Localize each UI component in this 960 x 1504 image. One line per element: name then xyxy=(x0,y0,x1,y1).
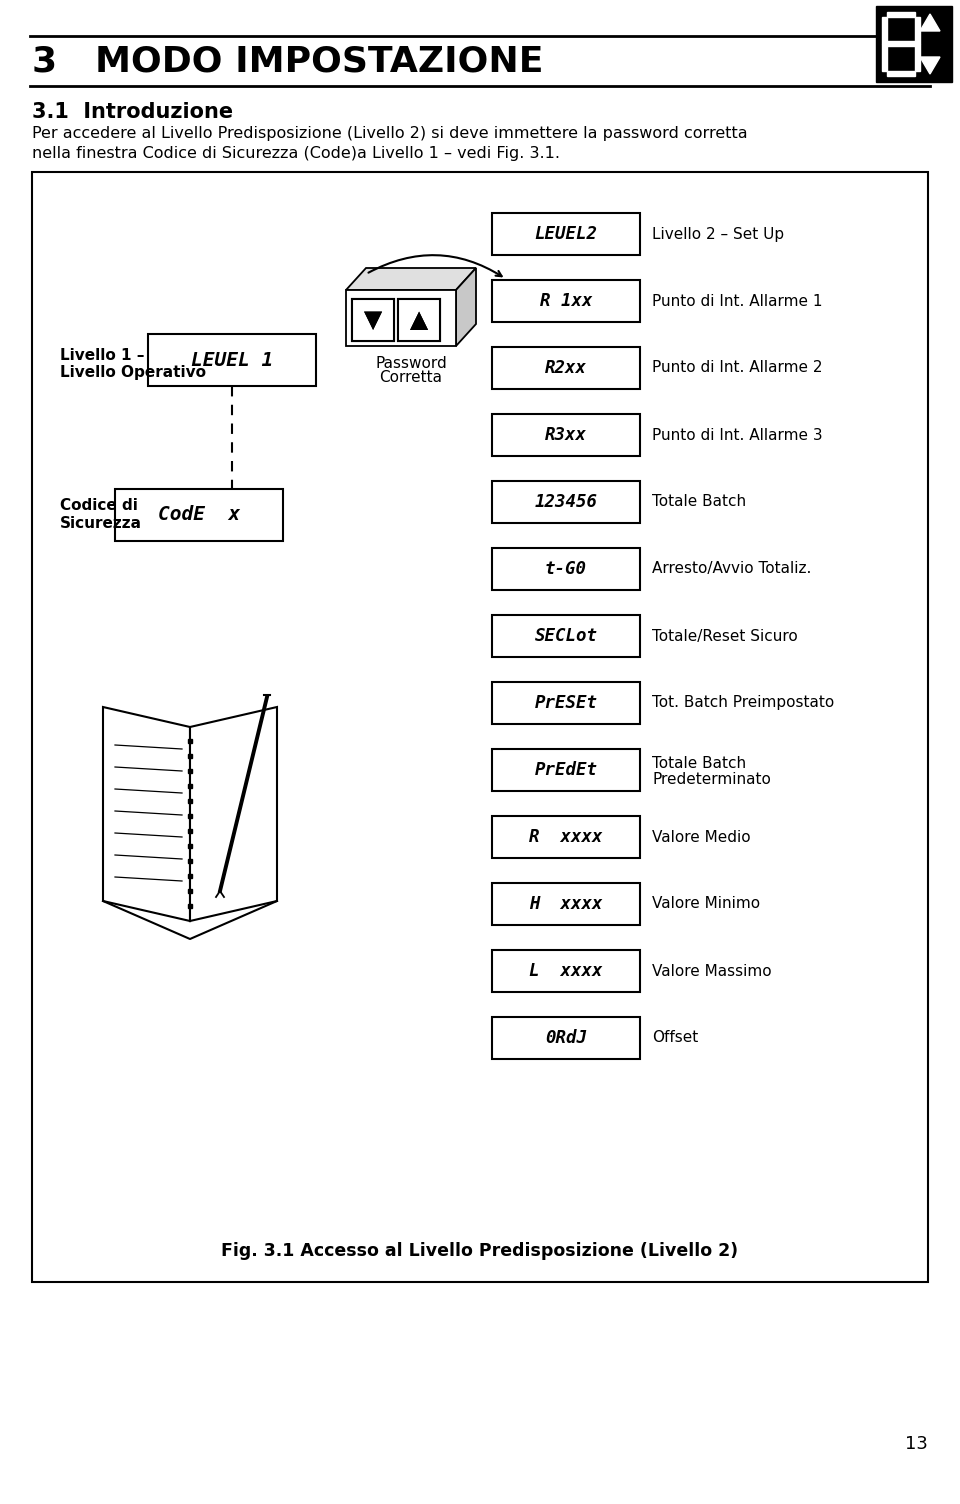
Bar xyxy=(398,299,440,341)
Text: LEUEL 1: LEUEL 1 xyxy=(191,350,274,370)
Text: Arresto/Avvio Totaliz.: Arresto/Avvio Totaliz. xyxy=(652,561,811,576)
Bar xyxy=(492,883,640,925)
Text: Valore Massimo: Valore Massimo xyxy=(652,964,772,979)
Text: R  xxxx: R xxxx xyxy=(529,829,603,845)
Text: Corretta: Corretta xyxy=(379,370,443,385)
Bar xyxy=(492,481,640,523)
Text: Valore Minimo: Valore Minimo xyxy=(652,896,760,911)
Text: SECLot: SECLot xyxy=(535,627,597,645)
Text: LEUEL2: LEUEL2 xyxy=(535,226,597,244)
Text: Punto di Int. Allarme 2: Punto di Int. Allarme 2 xyxy=(652,361,823,376)
Polygon shape xyxy=(920,14,940,32)
Bar xyxy=(492,414,640,456)
Text: PrEdEt: PrEdEt xyxy=(535,761,597,779)
Text: Tot. Batch Preimpostato: Tot. Batch Preimpostato xyxy=(652,695,834,710)
Bar xyxy=(492,280,640,322)
Polygon shape xyxy=(346,268,476,290)
Text: Per accedere al Livello Predisposizione (Livello 2) si deve immettere la passwor: Per accedere al Livello Predisposizione … xyxy=(32,126,748,141)
Polygon shape xyxy=(456,268,476,346)
Bar xyxy=(882,17,887,44)
Bar xyxy=(492,214,640,256)
Bar xyxy=(352,299,394,341)
Text: Totale/Reset Sicuro: Totale/Reset Sicuro xyxy=(652,629,798,644)
Text: Offset: Offset xyxy=(652,1030,698,1045)
Text: 3   MODO IMPOSTAZIONE: 3 MODO IMPOSTAZIONE xyxy=(32,44,543,78)
Text: R 1xx: R 1xx xyxy=(540,292,592,310)
Text: 123456: 123456 xyxy=(535,493,597,511)
Text: ▼: ▼ xyxy=(364,308,382,332)
Text: R2xx: R2xx xyxy=(545,359,587,378)
Text: L  xxxx: L xxxx xyxy=(529,963,603,981)
Bar xyxy=(882,44,887,71)
Text: nella finestra Codice di Sicurezza (Code)a Livello 1 – vedi Fig. 3.1.: nella finestra Codice di Sicurezza (Code… xyxy=(32,146,560,161)
Text: Codice di: Codice di xyxy=(60,498,138,513)
Text: Valore Medio: Valore Medio xyxy=(652,830,751,845)
Text: Punto di Int. Allarme 3: Punto di Int. Allarme 3 xyxy=(652,427,823,442)
Text: Password: Password xyxy=(375,356,446,371)
Bar xyxy=(492,681,640,723)
Text: Predeterminato: Predeterminato xyxy=(652,773,771,788)
Bar xyxy=(915,17,920,44)
Text: R3xx: R3xx xyxy=(545,426,587,444)
Text: Totale Batch: Totale Batch xyxy=(652,495,746,510)
Bar xyxy=(492,615,640,657)
Bar xyxy=(115,489,283,541)
Bar xyxy=(148,334,316,387)
Text: Livello 1 –: Livello 1 – xyxy=(60,347,145,362)
Text: CodE  x: CodE x xyxy=(157,505,240,525)
Bar xyxy=(492,1017,640,1059)
Text: Fig. 3.1 Accesso al Livello Predisposizione (Livello 2): Fig. 3.1 Accesso al Livello Predisposizi… xyxy=(222,1242,738,1260)
Bar xyxy=(492,347,640,390)
Bar xyxy=(346,290,456,346)
Text: t-G0: t-G0 xyxy=(545,559,587,578)
Text: Punto di Int. Allarme 1: Punto di Int. Allarme 1 xyxy=(652,293,823,308)
Bar xyxy=(887,41,915,47)
Text: Sicurezza: Sicurezza xyxy=(60,516,142,531)
Text: ▲: ▲ xyxy=(410,308,428,332)
Polygon shape xyxy=(103,707,190,920)
Bar xyxy=(492,547,640,590)
Bar xyxy=(887,71,915,77)
Bar xyxy=(915,44,920,71)
Bar xyxy=(492,951,640,993)
Bar xyxy=(876,6,952,83)
Bar xyxy=(887,12,915,17)
Text: Livello 2 – Set Up: Livello 2 – Set Up xyxy=(652,227,784,242)
Polygon shape xyxy=(190,707,277,920)
Text: ▲: ▲ xyxy=(410,308,428,332)
Text: H  xxxx: H xxxx xyxy=(529,895,603,913)
Bar xyxy=(398,299,440,341)
Text: 13: 13 xyxy=(905,1435,928,1453)
Bar xyxy=(492,817,640,857)
Text: PrESEt: PrESEt xyxy=(535,693,597,711)
Text: 0RdJ: 0RdJ xyxy=(545,1029,587,1047)
Text: Livello Operativo: Livello Operativo xyxy=(60,364,206,379)
Bar xyxy=(492,749,640,791)
Bar xyxy=(352,299,394,341)
Bar xyxy=(32,171,928,1281)
Polygon shape xyxy=(920,57,940,74)
Text: 3.1  Introduzione: 3.1 Introduzione xyxy=(32,102,233,122)
Text: ▼: ▼ xyxy=(364,308,382,332)
Text: Totale Batch: Totale Batch xyxy=(652,757,746,772)
